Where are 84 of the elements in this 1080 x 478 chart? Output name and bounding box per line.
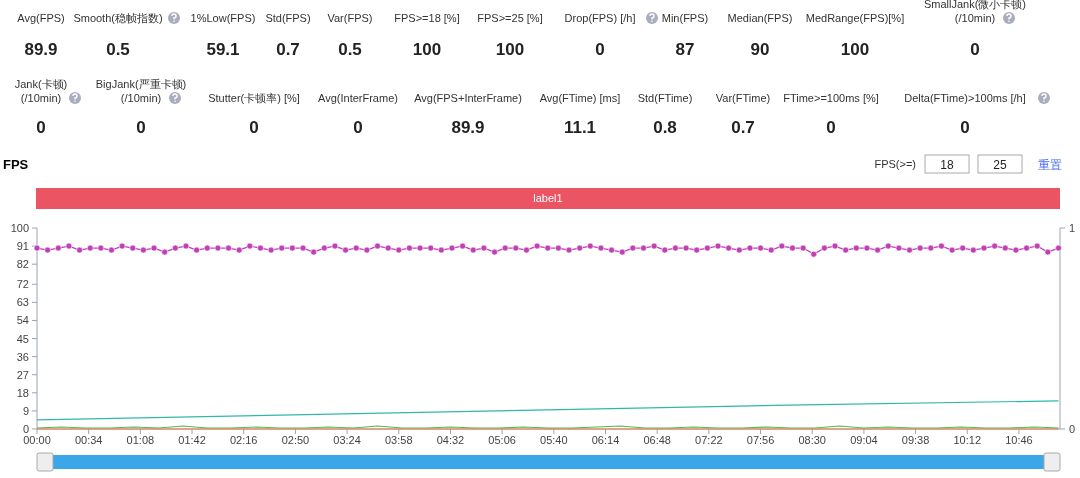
y-tick-label: 91	[16, 240, 29, 253]
data-label: 100	[840, 40, 870, 59]
category-label: Smooth(稳帧指数)	[73, 12, 163, 24]
category-label: Var(FTime)	[715, 92, 771, 104]
y-tick-label: 9	[22, 404, 29, 417]
data-label: 89.9	[451, 118, 485, 137]
data-label: 100	[412, 40, 442, 59]
data-label: 0	[960, 118, 970, 137]
data-label: 89.9	[24, 40, 58, 59]
category-label: Jank(卡顿) (/10min)	[14, 78, 68, 104]
text: label1	[533, 192, 563, 204]
y2-tick-label: 0	[1069, 423, 1076, 435]
x-tick-label: 10:12	[953, 434, 982, 446]
x-tick-label: 10:46	[1005, 434, 1033, 446]
text: FPS(>=)	[874, 158, 916, 170]
category-label: BigJank(严重卡顿) (/10min)	[95, 78, 187, 104]
category-label: Delta(FTime)>100ms [/h]	[904, 92, 1026, 104]
data-label: 0.5	[338, 40, 362, 59]
category-label: FPS>=25 [%]	[477, 12, 543, 24]
x-tick-label: 02:50	[281, 434, 310, 446]
line-series	[36, 400, 1060, 421]
y-tick-label: 18	[16, 386, 29, 399]
text: 重置	[1038, 158, 1062, 172]
data-label: 0	[826, 118, 836, 137]
data-label: 0.7	[731, 118, 755, 137]
category-label: Avg(FPS)	[17, 12, 65, 24]
y2-tick-label: 1	[1069, 222, 1076, 234]
category-label: Std(FPS)	[265, 12, 311, 24]
data-label: 90	[750, 40, 770, 59]
category-label: MedRange(FPS)[%]	[805, 12, 905, 24]
x-tick-label: 05:40	[540, 434, 568, 446]
data-label: 0.8	[653, 118, 677, 137]
category-label: Var(FPS)	[327, 12, 373, 24]
text: 18	[940, 158, 954, 172]
x-tick-label: 01:42	[178, 434, 206, 446]
x-tick-label: 03:24	[333, 434, 361, 446]
data-label: 100	[495, 40, 525, 59]
category-label: 1%Low(FPS)	[190, 12, 256, 24]
x-tick-label: 09:38	[901, 434, 930, 446]
x-tick-label: 03:58	[385, 434, 413, 446]
data-label: 59.1	[206, 40, 240, 59]
x-tick-label: 02:16	[229, 434, 258, 446]
x-tick-label: 07:56	[746, 434, 775, 446]
y-tick-label: 100	[10, 222, 29, 234]
x-tick-label: 05:06	[488, 434, 516, 446]
x-tick-label: 01:08	[126, 434, 155, 446]
category-label: Median(FPS)	[727, 12, 793, 24]
data-label: 0	[249, 118, 259, 137]
y-tick-label: 63	[16, 296, 29, 309]
x-tick-label: 06:48	[643, 434, 671, 446]
category-label: Min(FPS)	[661, 12, 709, 24]
data-label: 0	[353, 118, 363, 137]
category-label: Avg(FTime) [ms]	[539, 92, 621, 104]
data-label: 0	[970, 40, 980, 59]
data-label: 11.1	[563, 118, 597, 137]
chart-title: FPS	[3, 157, 29, 172]
x-tick-label: 04:32	[436, 434, 465, 446]
category-label: Drop(FPS) [/h]	[564, 12, 636, 24]
y-tick-label: 72	[16, 278, 29, 291]
data-label: 0	[595, 40, 605, 59]
x-tick-label: 00:00	[23, 434, 51, 446]
x-tick-label: 07:22	[695, 434, 723, 446]
category-label: FTime>=100ms [%]	[783, 92, 879, 104]
category-label: Stutter(卡顿率) [%]	[208, 92, 300, 104]
data-label: 0	[136, 118, 146, 137]
x-tick-label: 08:30	[798, 434, 826, 446]
y-tick-label: 45	[16, 332, 29, 345]
x-tick-label: 06:14	[591, 434, 620, 446]
text: 25	[993, 158, 1007, 172]
x-tick-label: 00:34	[74, 434, 103, 446]
data-label: 0	[36, 118, 46, 137]
category-label: Std(FTime)	[637, 92, 693, 104]
y-tick-label: 27	[16, 368, 29, 381]
category-label: Avg(InterFrame)	[318, 92, 398, 104]
y-tick-label: 54	[16, 314, 29, 327]
y-tick-label: 0	[22, 423, 29, 435]
category-label: FPS>=18 [%]	[394, 12, 460, 24]
data-label: 87	[675, 40, 695, 59]
y-tick-label: 36	[16, 350, 29, 363]
y-tick-label: 82	[16, 258, 29, 271]
category-label: Avg(FPS+InterFrame)	[414, 92, 522, 104]
data-label: 0.5	[106, 40, 130, 59]
data-label: 0.7	[276, 40, 300, 59]
x-tick-label: 09:04	[850, 434, 878, 446]
